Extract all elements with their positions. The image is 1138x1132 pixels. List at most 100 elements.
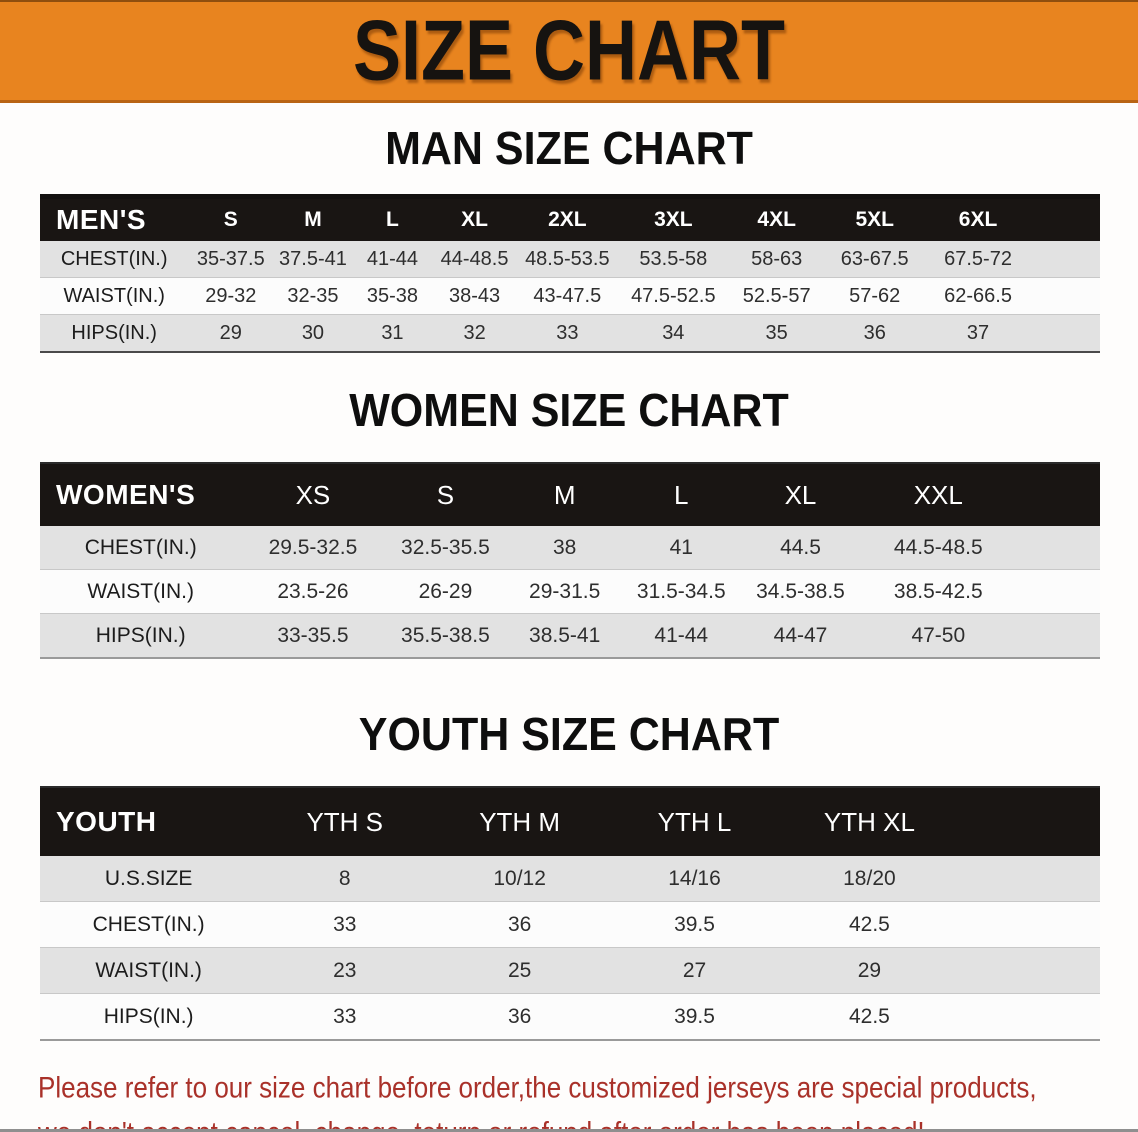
size-chart-banner: SIZE CHART [0, 0, 1138, 103]
table-header-label: MEN'S [40, 195, 189, 241]
size-column-header: XL [739, 463, 862, 526]
row-filler [956, 901, 1100, 948]
size-column-header: YTH M [432, 787, 608, 856]
size-value-cell: 31 [352, 314, 433, 353]
row-filler [956, 993, 1100, 1041]
size-value-cell: 33 [516, 314, 618, 353]
size-value-cell: 57-62 [824, 277, 926, 315]
size-value-cell: 37.5-41 [273, 241, 353, 278]
youth-size-table: YOUTH YTH S YTH M YTH L YTH XL U.S.SIZE 8 10/12… [40, 786, 1100, 1041]
size-column-header: 6XL [925, 195, 1032, 241]
size-value-cell: 44.5 [739, 526, 862, 570]
row-filler [1031, 314, 1100, 353]
size-value-cell: 26-29 [384, 569, 507, 614]
size-column-header: 5XL [824, 195, 926, 241]
size-column-header: M [506, 463, 623, 526]
measurement-row-label: CHEST(IN.) [40, 241, 189, 278]
header-filler [1031, 195, 1100, 241]
size-column-header: M [273, 195, 353, 241]
size-value-cell: 32-35 [273, 277, 353, 315]
size-column-header: L [622, 463, 740, 526]
header-filler [1015, 463, 1100, 526]
row-filler [956, 947, 1100, 994]
table-row: WAIST(IN.) 23.5-26 26-29 29-31.5 31.5-34.5 34… [40, 569, 1100, 614]
size-column-header: 2XL [516, 195, 618, 241]
size-value-cell: 47-50 [861, 613, 1016, 659]
size-value-cell: 35 [728, 314, 825, 353]
size-value-cell: 25 [432, 947, 608, 994]
mens-size-table: MEN'S S M L XL 2XL 3XL 4XL 5XL 6XL CHEST(IN.) 35-37… [40, 194, 1100, 353]
size-value-cell: 38 [506, 526, 623, 570]
row-filler [1015, 526, 1100, 570]
table-header-row: MEN'S S M L XL 2XL 3XL 4XL 5XL 6XL [40, 195, 1100, 241]
size-value-cell: 33 [257, 993, 433, 1041]
size-value-cell: 10/12 [432, 856, 608, 902]
size-value-cell: 30 [273, 314, 353, 353]
womens-section: WOMEN SIZE CHART WOMEN'S XS S M L XL XXL CHEST(… [0, 385, 1138, 659]
measurement-row-label: CHEST(IN.) [40, 526, 242, 570]
size-value-cell: 8 [257, 856, 433, 902]
size-value-cell: 37 [925, 314, 1032, 353]
size-value-cell: 48.5-53.5 [516, 241, 618, 278]
size-value-cell: 29-31.5 [506, 569, 623, 614]
size-column-header: XL [432, 195, 517, 241]
size-value-cell: 36 [824, 314, 926, 353]
table-row: HIPS(IN.) 33 36 39.5 42.5 [40, 993, 1100, 1041]
size-column-header: YTH XL [781, 787, 957, 856]
size-value-cell: 29 [781, 947, 957, 994]
size-value-cell: 38-43 [432, 277, 517, 315]
size-column-header: S [384, 463, 507, 526]
size-value-cell: 42.5 [781, 901, 957, 948]
size-value-cell: 32 [432, 314, 517, 353]
size-value-cell: 18/20 [781, 856, 957, 902]
measurement-row-label: CHEST(IN.) [40, 901, 258, 948]
table-header-label: WOMEN'S [40, 463, 242, 526]
banner-title: SIZE CHART [353, 3, 785, 99]
size-column-header: XXL [861, 463, 1016, 526]
size-column-header: YTH L [607, 787, 782, 856]
size-value-cell: 42.5 [781, 993, 957, 1041]
size-value-cell: 38.5-41 [506, 613, 623, 659]
table-row: CHEST(IN.) 35-37.5 37.5-41 41-44 44-48.5 48.5… [40, 241, 1100, 278]
size-value-cell: 41 [622, 526, 740, 570]
measurement-row-label: U.S.SIZE [40, 856, 258, 902]
row-filler [1031, 241, 1100, 278]
youth-section-heading: YOUTH SIZE CHART [358, 709, 780, 761]
size-value-cell: 44.5-48.5 [861, 526, 1016, 570]
measurement-row-label: WAIST(IN.) [40, 277, 189, 315]
size-value-cell: 36 [432, 993, 608, 1041]
size-value-cell: 63-67.5 [824, 241, 926, 278]
size-column-header: 3XL [617, 195, 729, 241]
size-value-cell: 34.5-38.5 [739, 569, 862, 614]
youth-section: YOUTH SIZE CHART YOUTH YTH S YTH M YTH L YTH… [0, 709, 1138, 1041]
size-column-header: YTH S [257, 787, 433, 856]
measurement-row-label: HIPS(IN.) [40, 993, 258, 1041]
womens-size-table: WOMEN'S XS S M L XL XXL CHEST(IN.) 29.5-32.5 32.5… [40, 462, 1100, 659]
table-header-row: YOUTH YTH S YTH M YTH L YTH XL [40, 787, 1100, 856]
disclaimer-line-2: we don't accept cancel, change, teturn o… [38, 1114, 925, 1132]
size-value-cell: 35-37.5 [188, 241, 274, 278]
size-value-cell: 41-44 [622, 613, 740, 659]
disclaimer-text: Please refer to our size chart before or… [38, 1065, 1138, 1132]
size-value-cell: 39.5 [607, 993, 782, 1041]
mens-section-heading: MAN SIZE CHART [385, 123, 753, 175]
size-value-cell: 31.5-34.5 [622, 569, 740, 614]
size-value-cell: 43-47.5 [516, 277, 618, 315]
table-row: CHEST(IN.) 33 36 39.5 42.5 [40, 901, 1100, 948]
bottom-border [0, 1129, 1138, 1132]
size-value-cell: 52.5-57 [728, 277, 825, 315]
size-value-cell: 34 [617, 314, 729, 353]
table-row: CHEST(IN.) 29.5-32.5 32.5-35.5 38 41 44.5 44.5… [40, 526, 1100, 570]
header-filler [956, 787, 1100, 856]
size-column-header: XS [241, 463, 385, 526]
table-header-row: WOMEN'S XS S M L XL XXL [40, 463, 1100, 526]
row-filler [956, 856, 1100, 902]
size-value-cell: 14/16 [607, 856, 782, 902]
size-value-cell: 41-44 [352, 241, 433, 278]
size-value-cell: 33-35.5 [241, 613, 385, 659]
row-filler [1031, 277, 1100, 315]
measurement-row-label: WAIST(IN.) [40, 947, 258, 994]
size-value-cell: 38.5-42.5 [861, 569, 1016, 614]
size-value-cell: 39.5 [607, 901, 782, 948]
